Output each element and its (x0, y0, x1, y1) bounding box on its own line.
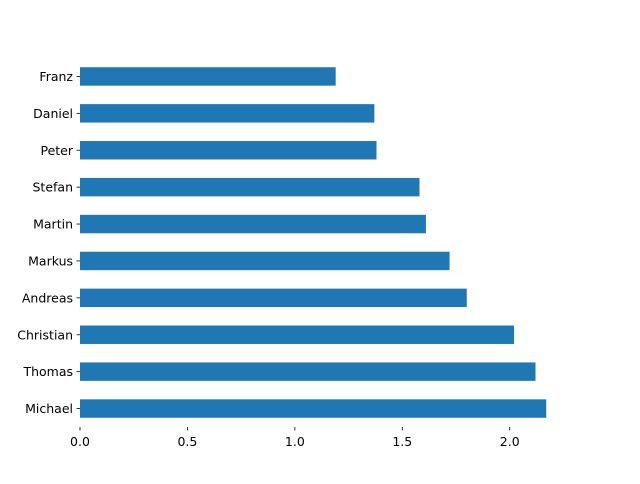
x-tick-label: 0.5 (177, 434, 197, 449)
bar-michael (80, 399, 547, 418)
bar-martin (80, 214, 426, 234)
bar-franz (80, 67, 336, 86)
x-tick-label: 2.0 (500, 434, 520, 449)
y-tick-label: Markus (28, 253, 73, 268)
x-tick-label: 0.0 (70, 434, 90, 449)
y-tick-label: Martin (33, 217, 73, 232)
x-tick-label: 1.5 (392, 434, 412, 449)
y-tick-label: Michael (25, 401, 73, 416)
y-tick-label: Stefan (32, 180, 73, 195)
bar-markus (80, 251, 450, 271)
y-tick-label: Franz (39, 69, 73, 84)
y-tick-label: Andreas (22, 290, 73, 305)
x-tick-label: 1.0 (285, 434, 305, 449)
bar-stefan (80, 177, 420, 197)
bar-andreas (80, 288, 467, 308)
bar-peter (80, 141, 377, 160)
y-axis: Michael Thomas Christian Andreas Markus Marti… (17, 69, 80, 416)
y-tick-label: Thomas (22, 364, 73, 379)
bar-thomas (80, 362, 536, 381)
y-tick-label: Christian (17, 327, 73, 342)
y-tick-label: Daniel (33, 106, 73, 121)
bar-christian (80, 325, 515, 344)
bar-daniel (80, 104, 375, 123)
y-tick-label: Peter (40, 143, 73, 158)
bars-group (80, 67, 547, 418)
x-axis: 0.0 0.5 1.0 1.5 2.0 (70, 427, 520, 449)
